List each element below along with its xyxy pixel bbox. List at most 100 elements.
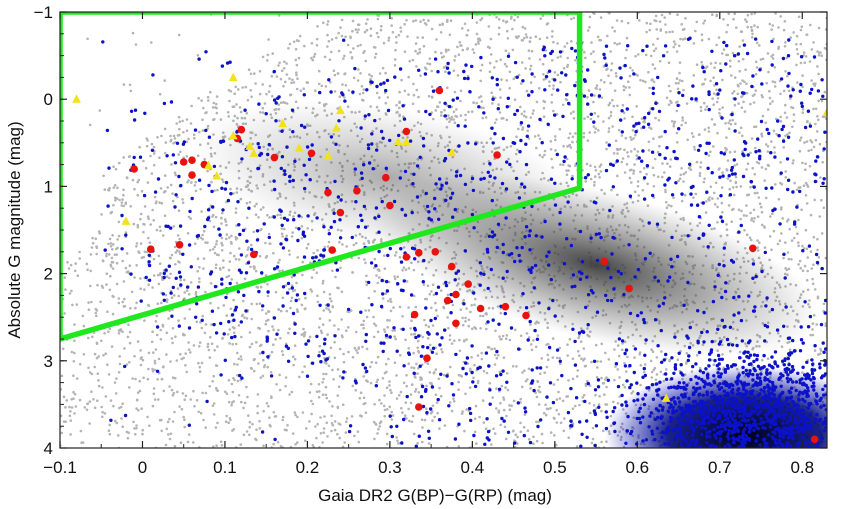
field-star bbox=[525, 332, 529, 335]
field-star bbox=[120, 417, 123, 420]
field-star bbox=[792, 236, 796, 240]
field-star bbox=[768, 96, 772, 100]
field-star bbox=[505, 65, 509, 68]
field-star bbox=[159, 187, 163, 190]
field-star bbox=[672, 124, 675, 128]
field-star bbox=[345, 417, 349, 420]
field-star bbox=[542, 115, 546, 118]
field-star bbox=[740, 209, 743, 213]
field-star bbox=[784, 176, 788, 179]
field-star bbox=[234, 238, 238, 241]
field-star bbox=[198, 345, 201, 348]
field-star bbox=[103, 412, 107, 415]
field-star bbox=[554, 443, 558, 447]
field-star bbox=[467, 324, 471, 328]
field-star bbox=[373, 403, 376, 406]
field-star bbox=[578, 403, 581, 407]
field-star bbox=[476, 354, 480, 357]
field-star bbox=[184, 364, 187, 367]
field-star bbox=[146, 415, 149, 419]
field-star bbox=[430, 290, 433, 293]
field-star bbox=[659, 29, 663, 32]
field-star bbox=[281, 415, 285, 419]
field-star bbox=[389, 309, 393, 313]
field-star bbox=[542, 99, 545, 103]
field-star bbox=[614, 365, 617, 368]
field-star bbox=[529, 116, 533, 119]
field-star bbox=[213, 245, 216, 249]
field-star bbox=[567, 436, 570, 440]
field-star bbox=[529, 387, 532, 390]
field-star bbox=[753, 125, 756, 129]
blue-star bbox=[608, 208, 612, 213]
field-star bbox=[766, 108, 770, 111]
field-star bbox=[812, 41, 815, 44]
field-star bbox=[356, 44, 360, 48]
field-star bbox=[430, 27, 434, 31]
field-star bbox=[312, 268, 316, 271]
blue-star bbox=[674, 426, 678, 431]
field-star bbox=[582, 135, 586, 139]
field-star bbox=[82, 324, 86, 328]
field-star bbox=[755, 41, 759, 45]
field-star bbox=[312, 251, 316, 255]
blue-star bbox=[257, 145, 261, 150]
field-star bbox=[131, 377, 134, 380]
field-star bbox=[380, 402, 383, 405]
field-star bbox=[493, 121, 497, 125]
field-star bbox=[107, 253, 111, 256]
field-star bbox=[108, 237, 112, 241]
field-star bbox=[147, 236, 150, 240]
field-star bbox=[152, 152, 156, 155]
blue-star bbox=[770, 380, 775, 385]
field-star bbox=[189, 217, 192, 220]
field-star bbox=[194, 290, 198, 294]
blue-star bbox=[410, 210, 414, 215]
field-star bbox=[194, 293, 198, 296]
field-star bbox=[482, 369, 486, 373]
field-star bbox=[704, 108, 707, 111]
field-star bbox=[157, 357, 161, 361]
field-star bbox=[261, 55, 265, 59]
field-star bbox=[305, 81, 309, 84]
blue-star bbox=[716, 353, 721, 358]
field-star bbox=[584, 180, 587, 183]
field-star bbox=[623, 171, 627, 174]
field-star bbox=[812, 235, 816, 239]
field-star bbox=[544, 413, 548, 417]
field-star bbox=[809, 139, 812, 142]
field-star bbox=[149, 223, 152, 226]
field-star bbox=[606, 34, 609, 38]
field-star bbox=[436, 105, 440, 109]
field-star bbox=[616, 174, 619, 178]
field-star bbox=[675, 50, 679, 53]
field-star bbox=[311, 444, 315, 447]
field-star bbox=[604, 351, 607, 355]
field-star bbox=[495, 15, 498, 19]
field-star bbox=[374, 324, 378, 327]
blue-star bbox=[770, 355, 774, 359]
field-star bbox=[342, 57, 345, 60]
field-star bbox=[742, 100, 745, 104]
field-star bbox=[281, 269, 284, 272]
field-star bbox=[502, 398, 506, 401]
field-star bbox=[196, 54, 200, 57]
field-star bbox=[182, 356, 185, 360]
field-star bbox=[357, 256, 361, 260]
field-star bbox=[655, 28, 658, 31]
field-star bbox=[593, 60, 596, 64]
field-star bbox=[568, 337, 572, 341]
field-star bbox=[722, 48, 726, 51]
field-star bbox=[809, 23, 812, 27]
field-star bbox=[412, 82, 415, 86]
field-star bbox=[805, 202, 809, 205]
field-star bbox=[292, 81, 296, 84]
field-star bbox=[164, 141, 168, 144]
field-star bbox=[479, 69, 483, 72]
field-star bbox=[328, 319, 332, 322]
field-star bbox=[782, 146, 785, 149]
field-star bbox=[165, 331, 169, 335]
field-star bbox=[236, 363, 239, 366]
field-star bbox=[649, 22, 652, 26]
field-star bbox=[352, 243, 356, 247]
